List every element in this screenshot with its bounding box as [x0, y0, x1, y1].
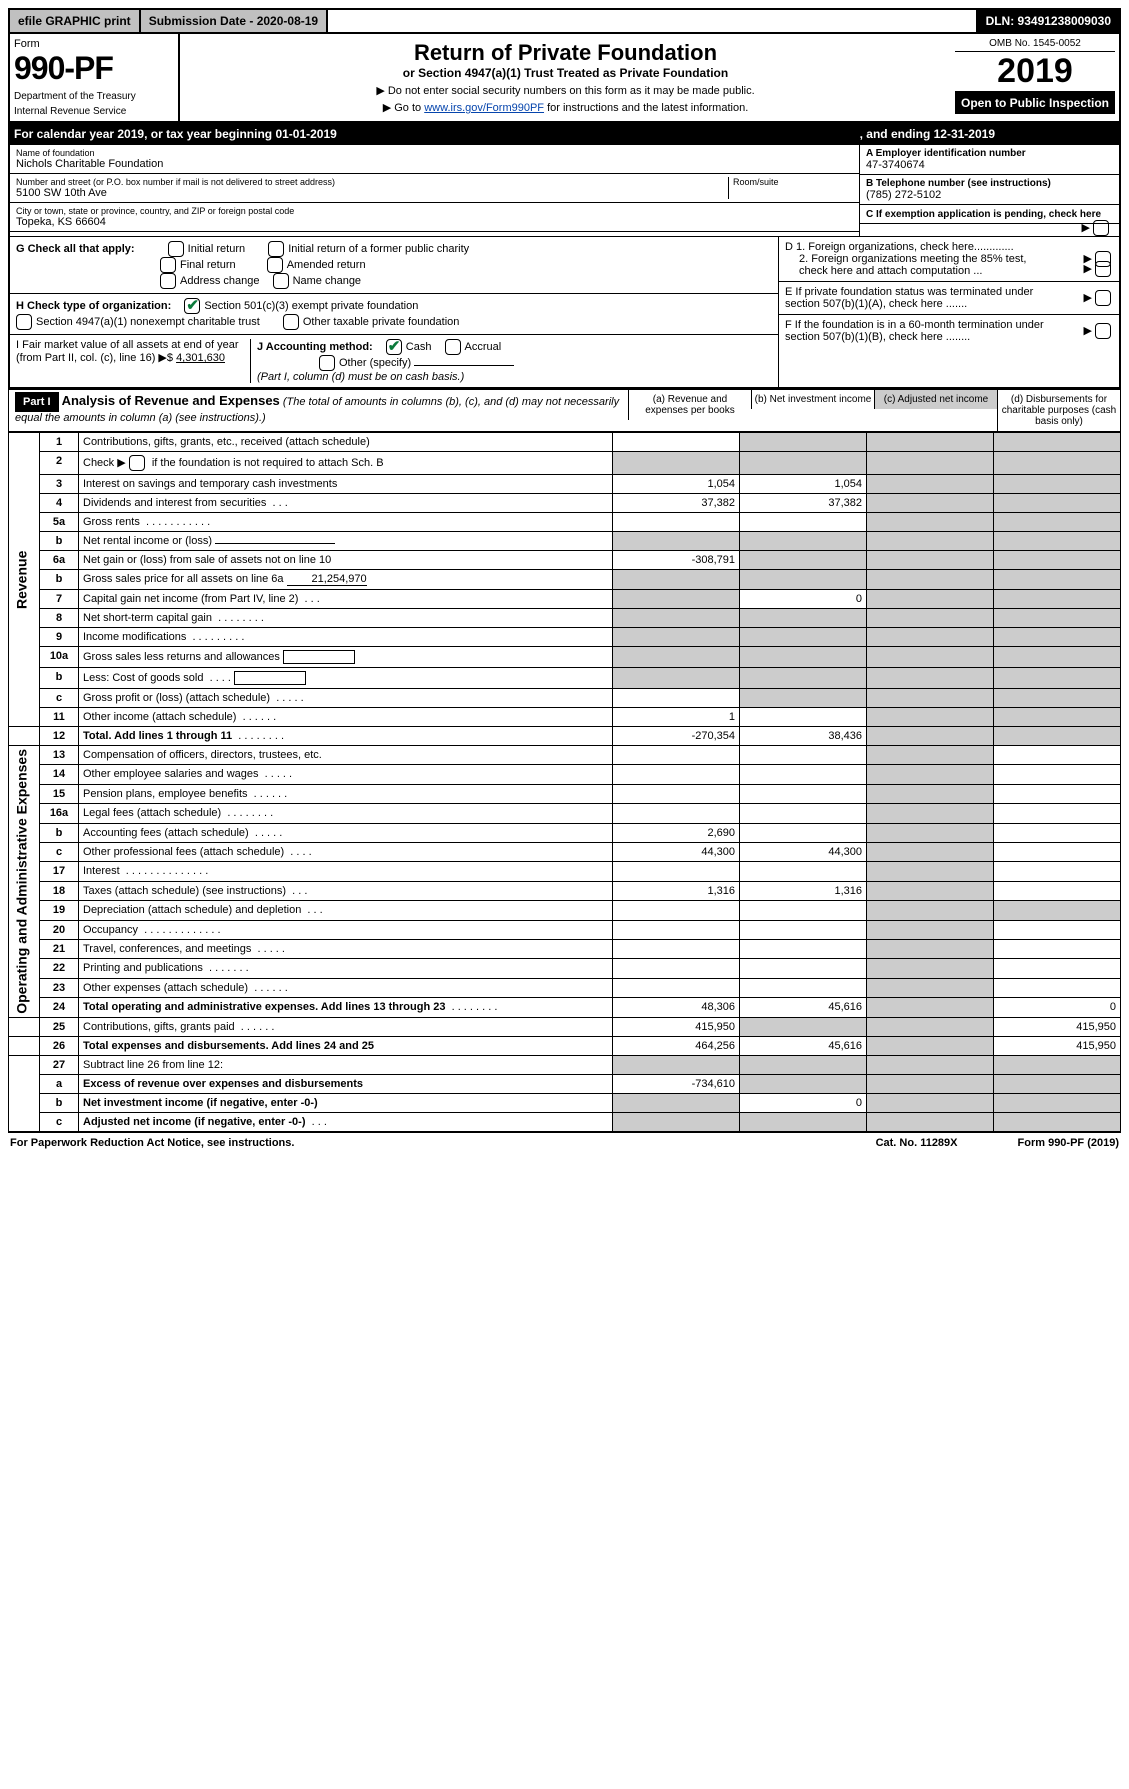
- table-row: 3Interest on savings and temporary cash …: [9, 475, 1121, 494]
- table-row: 5aGross rents . . . . . . . . . . .: [9, 513, 1121, 532]
- irs-link[interactable]: www.irs.gov/Form990PF: [424, 102, 544, 114]
- part1-table: Revenue 1Contributions, gifts, grants, e…: [8, 432, 1121, 1132]
- main-title: Return of Private Foundation: [186, 40, 945, 66]
- table-row: 14Other employee salaries and wages . . …: [9, 765, 1121, 784]
- form-label: Form: [14, 38, 174, 50]
- table-row: 2Check ▶ if the foundation is not requir…: [9, 452, 1121, 475]
- table-row: 24Total operating and administrative exp…: [9, 998, 1121, 1018]
- table-row: aExcess of revenue over expenses and dis…: [9, 1074, 1121, 1093]
- instr-2: ▶ Go to www.irs.gov/Form990PF for instru…: [186, 101, 945, 114]
- telephone: (785) 272-5102: [866, 189, 1113, 201]
- checkbox-address-change[interactable]: [160, 273, 176, 289]
- checkbox-accrual[interactable]: [445, 339, 461, 355]
- open-public: Open to Public Inspection: [955, 92, 1115, 114]
- part-label: Part I: [15, 392, 59, 412]
- checkbox-cash[interactable]: [386, 339, 402, 355]
- dln: DLN: 93491238009030: [978, 10, 1119, 32]
- table-row: Revenue 1Contributions, gifts, grants, e…: [9, 433, 1121, 452]
- checkbox-4947a1[interactable]: [16, 314, 32, 330]
- table-row: cGross profit or (loss) (attach schedule…: [9, 689, 1121, 708]
- table-row: 6aNet gain or (loss) from sale of assets…: [9, 551, 1121, 570]
- table-row: 10aGross sales less returns and allowanc…: [9, 647, 1121, 668]
- part1-header: Part I Analysis of Revenue and Expenses …: [8, 389, 1121, 432]
- table-row: 4Dividends and interest from securities …: [9, 494, 1121, 513]
- table-row: bLess: Cost of goods sold . . . .: [9, 668, 1121, 689]
- checkbox-section: G Check all that apply: Initial return I…: [8, 236, 1121, 389]
- col-b-header: (b) Net investment income: [751, 390, 874, 409]
- table-row: 16aLegal fees (attach schedule) . . . . …: [9, 804, 1121, 823]
- submission-date: Submission Date - 2020-08-19: [141, 10, 328, 32]
- col-a-header: (a) Revenue and expenses per books: [628, 390, 751, 420]
- table-row: cAdjusted net income (if negative, enter…: [9, 1112, 1121, 1131]
- subtitle: or Section 4947(a)(1) Trust Treated as P…: [186, 66, 945, 80]
- table-row: 12Total. Add lines 1 through 11 . . . . …: [9, 727, 1121, 746]
- checkbox-f[interactable]: [1095, 323, 1111, 339]
- instr-1: ▶ Do not enter social security numbers o…: [186, 84, 945, 97]
- efile-label: efile GRAPHIC print: [10, 10, 141, 32]
- fmv-assets: 4,301,630: [176, 352, 225, 364]
- foundation-name: Nichols Charitable Foundation: [16, 158, 853, 170]
- street-address: 5100 SW 10th Ave: [16, 187, 728, 199]
- top-bar: efile GRAPHIC print Submission Date - 20…: [8, 8, 1121, 34]
- table-row: bGross sales price for all assets on lin…: [9, 570, 1121, 590]
- checkbox-e[interactable]: [1095, 290, 1111, 306]
- table-row: 8Net short-term capital gain . . . . . .…: [9, 609, 1121, 628]
- omb-number: OMB No. 1545-0052: [955, 38, 1115, 52]
- irs-label: Internal Revenue Service: [14, 106, 174, 117]
- table-row: 27Subtract line 26 from line 12:: [9, 1055, 1121, 1074]
- revenue-label: Revenue: [9, 433, 40, 727]
- table-row: bNet rental income or (loss): [9, 532, 1121, 551]
- checkbox-amended[interactable]: [267, 257, 283, 273]
- form-header: Form 990-PF Department of the Treasury I…: [8, 34, 1121, 123]
- col-c-header: (c) Adjusted net income: [874, 390, 997, 409]
- table-row: cOther professional fees (attach schedul…: [9, 843, 1121, 862]
- checkbox-c[interactable]: [1093, 220, 1109, 236]
- table-row: bNet investment income (if negative, ent…: [9, 1093, 1121, 1112]
- checkbox-501c3[interactable]: [184, 298, 200, 314]
- checkbox-initial-former[interactable]: [268, 241, 284, 257]
- table-row: 26Total expenses and disbursements. Add …: [9, 1036, 1121, 1055]
- checkbox-other-taxable[interactable]: [283, 314, 299, 330]
- table-row: 20Occupancy . . . . . . . . . . . . .: [9, 920, 1121, 939]
- tax-year: 2019: [955, 52, 1115, 92]
- table-row: 17Interest . . . . . . . . . . . . . .: [9, 862, 1121, 881]
- table-row: Operating and Administrative Expenses 13…: [9, 746, 1121, 765]
- checkbox-other-method[interactable]: [319, 355, 335, 371]
- form-number: 990-PF: [14, 50, 174, 87]
- form-footer-label: Form 990-PF (2019): [1018, 1137, 1119, 1149]
- table-row: 23Other expenses (attach schedule) . . .…: [9, 978, 1121, 997]
- page-footer: For Paperwork Reduction Act Notice, see …: [8, 1132, 1121, 1153]
- table-row: 21Travel, conferences, and meetings . . …: [9, 940, 1121, 959]
- table-row: 7Capital gain net income (from Part IV, …: [9, 590, 1121, 609]
- checkbox-name-change[interactable]: [273, 273, 289, 289]
- cat-number: Cat. No. 11289X: [876, 1137, 958, 1149]
- table-row: 25Contributions, gifts, grants paid . . …: [9, 1017, 1121, 1036]
- table-row: 18Taxes (attach schedule) (see instructi…: [9, 881, 1121, 900]
- checkbox-sch-b[interactable]: [129, 455, 145, 471]
- dept-treasury: Department of the Treasury: [14, 91, 174, 102]
- checkbox-d2[interactable]: [1095, 261, 1111, 277]
- table-row: 11Other income (attach schedule) . . . .…: [9, 708, 1121, 727]
- table-row: bAccounting fees (attach schedule) . . .…: [9, 823, 1121, 842]
- table-row: 19Depreciation (attach schedule) and dep…: [9, 901, 1121, 920]
- opex-label: Operating and Administrative Expenses: [9, 746, 40, 1018]
- col-d-header: (d) Disbursements for charitable purpose…: [997, 390, 1120, 431]
- table-row: 9Income modifications . . . . . . . . .: [9, 628, 1121, 647]
- ein: 47-3740674: [866, 159, 1113, 171]
- table-row: 22Printing and publications . . . . . . …: [9, 959, 1121, 978]
- checkbox-initial-return[interactable]: [168, 241, 184, 257]
- paperwork-notice: For Paperwork Reduction Act Notice, see …: [10, 1137, 294, 1149]
- entity-info: Name of foundation Nichols Charitable Fo…: [8, 145, 1121, 236]
- calendar-year-row: For calendar year 2019, or tax year begi…: [8, 123, 1121, 145]
- checkbox-final-return[interactable]: [160, 257, 176, 273]
- table-row: 15Pension plans, employee benefits . . .…: [9, 784, 1121, 803]
- city-state-zip: Topeka, KS 66604: [16, 216, 853, 228]
